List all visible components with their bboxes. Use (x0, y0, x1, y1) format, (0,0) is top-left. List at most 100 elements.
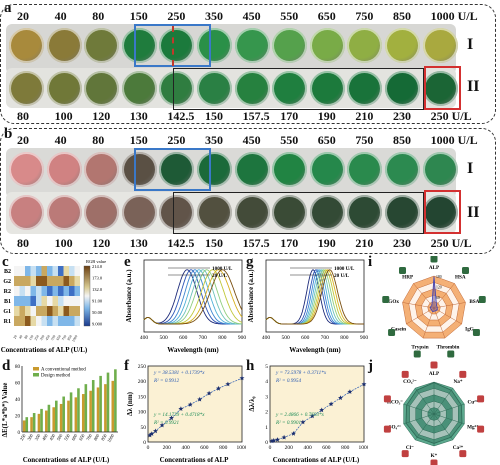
well (197, 28, 232, 63)
bar (74, 397, 78, 432)
radar-axis-label: Cu²⁺ (468, 399, 479, 405)
data-point (338, 395, 343, 400)
data-point (319, 407, 325, 413)
fit2-r2: R² = 0.9901 (275, 420, 301, 426)
data-point (225, 381, 231, 387)
x-tick: 200 (163, 445, 172, 451)
heatmap-cell (41, 296, 47, 306)
x-tick: 400 (140, 335, 149, 341)
heatmap-cell (52, 296, 58, 306)
concentration-label: 210 (355, 109, 374, 123)
heatmap-cell (41, 286, 47, 296)
spectra-curves (265, 269, 364, 325)
well (347, 152, 383, 187)
panel-label-d: d (2, 358, 11, 374)
heatmap-cell (25, 286, 31, 296)
x-tick: 500 (159, 335, 168, 341)
panel-b-blue-selection (134, 148, 211, 191)
heatmap-row-labels: B2 G2 R2 B1 G1 R1 (3, 269, 11, 325)
well (9, 195, 44, 230)
x-tick: 300 (26, 432, 34, 441)
radar-spoke (414, 387, 435, 415)
x-tick: 200 (285, 445, 294, 451)
heatmap-cell (41, 306, 47, 316)
heatmap-cell (19, 306, 25, 316)
y-tick: 150 (138, 394, 147, 400)
x-tick: 800 (340, 335, 349, 341)
well (197, 195, 232, 230)
radar-spoke (413, 283, 435, 309)
well (272, 71, 308, 106)
bar (69, 392, 73, 432)
well (385, 195, 420, 230)
heatmap-cell (14, 286, 20, 296)
heatmap-cell (74, 306, 80, 316)
panel-d-xlabel: Concentrations of ALP (U/L) (23, 456, 110, 464)
bar (59, 403, 63, 432)
heatmap-cell (63, 296, 69, 306)
x-tick: 700 (85, 432, 93, 441)
y-tick: 1 (265, 425, 268, 431)
cuvette-icon (461, 266, 469, 274)
plot-frame (143, 259, 243, 333)
bar (52, 407, 56, 432)
heatmap-cell (63, 266, 69, 276)
cuvette-icon (478, 295, 486, 303)
data-point (216, 385, 221, 391)
scatter-marks (269, 381, 367, 444)
panel-a-red-selection (424, 66, 461, 110)
heatmap-cell (52, 286, 58, 296)
bar (37, 413, 41, 432)
bar (25, 417, 29, 432)
concentration-label: 850 (393, 133, 411, 147)
plot-frame (147, 365, 243, 443)
radar-spoke (433, 413, 454, 441)
heatmap-cell (74, 266, 80, 276)
panel-label-e: e (124, 254, 131, 270)
data-point (275, 437, 280, 442)
fit1-equation: y = 38.5381 + 0.1739*x (153, 370, 205, 376)
heatmap-cell (14, 276, 20, 286)
data-point (169, 415, 174, 421)
y-tick: 250 (138, 364, 147, 370)
data-point (361, 381, 367, 387)
heatmap-cell (41, 276, 47, 286)
heatmap-cell (63, 286, 69, 296)
cuvette-icon (430, 459, 438, 465)
x-tick: 250 (19, 432, 27, 441)
heatmap-cell (63, 316, 69, 326)
concentration-label: 20 (17, 9, 29, 23)
heatmap-cell (47, 266, 53, 276)
radar-spoke (433, 283, 455, 309)
heatmap-cell (19, 286, 25, 296)
heatmap-cell (58, 266, 64, 276)
well (347, 195, 383, 230)
legend-1000: 1000 U/L (212, 266, 233, 272)
concentration-label: 120 (92, 109, 111, 123)
radar-spoke (433, 307, 446, 339)
heatmap-cell (63, 306, 69, 316)
heatmap-cell (14, 306, 20, 316)
x-tick: 400 (181, 445, 190, 451)
radar-axis-label: Trypsin (411, 345, 428, 351)
well (197, 71, 232, 106)
radar-axis-label: ALP (429, 371, 440, 377)
radar-ring-tick: 60 (436, 296, 440, 300)
cuvette-icon (383, 395, 391, 403)
colorbar-tick: 9.000 (92, 322, 103, 327)
well (9, 152, 44, 187)
concentration-label: 150 (205, 109, 223, 123)
heatmap-x-tick: 850 (67, 334, 73, 341)
spectrum-line (265, 269, 364, 325)
well (46, 152, 82, 187)
colorbar-ticks: 214.0 173.0 132.0 91.00 50.00 9.000 (92, 264, 103, 327)
heatmap-cell (25, 296, 31, 306)
x-tick: 350 (34, 432, 42, 441)
well (234, 28, 270, 63)
heatmap-cell (19, 276, 25, 286)
heatmap-cell (52, 306, 58, 316)
heatmap-cell (30, 266, 36, 276)
concentration-label: 210 (355, 236, 374, 250)
y-tick: 80 (15, 365, 21, 370)
